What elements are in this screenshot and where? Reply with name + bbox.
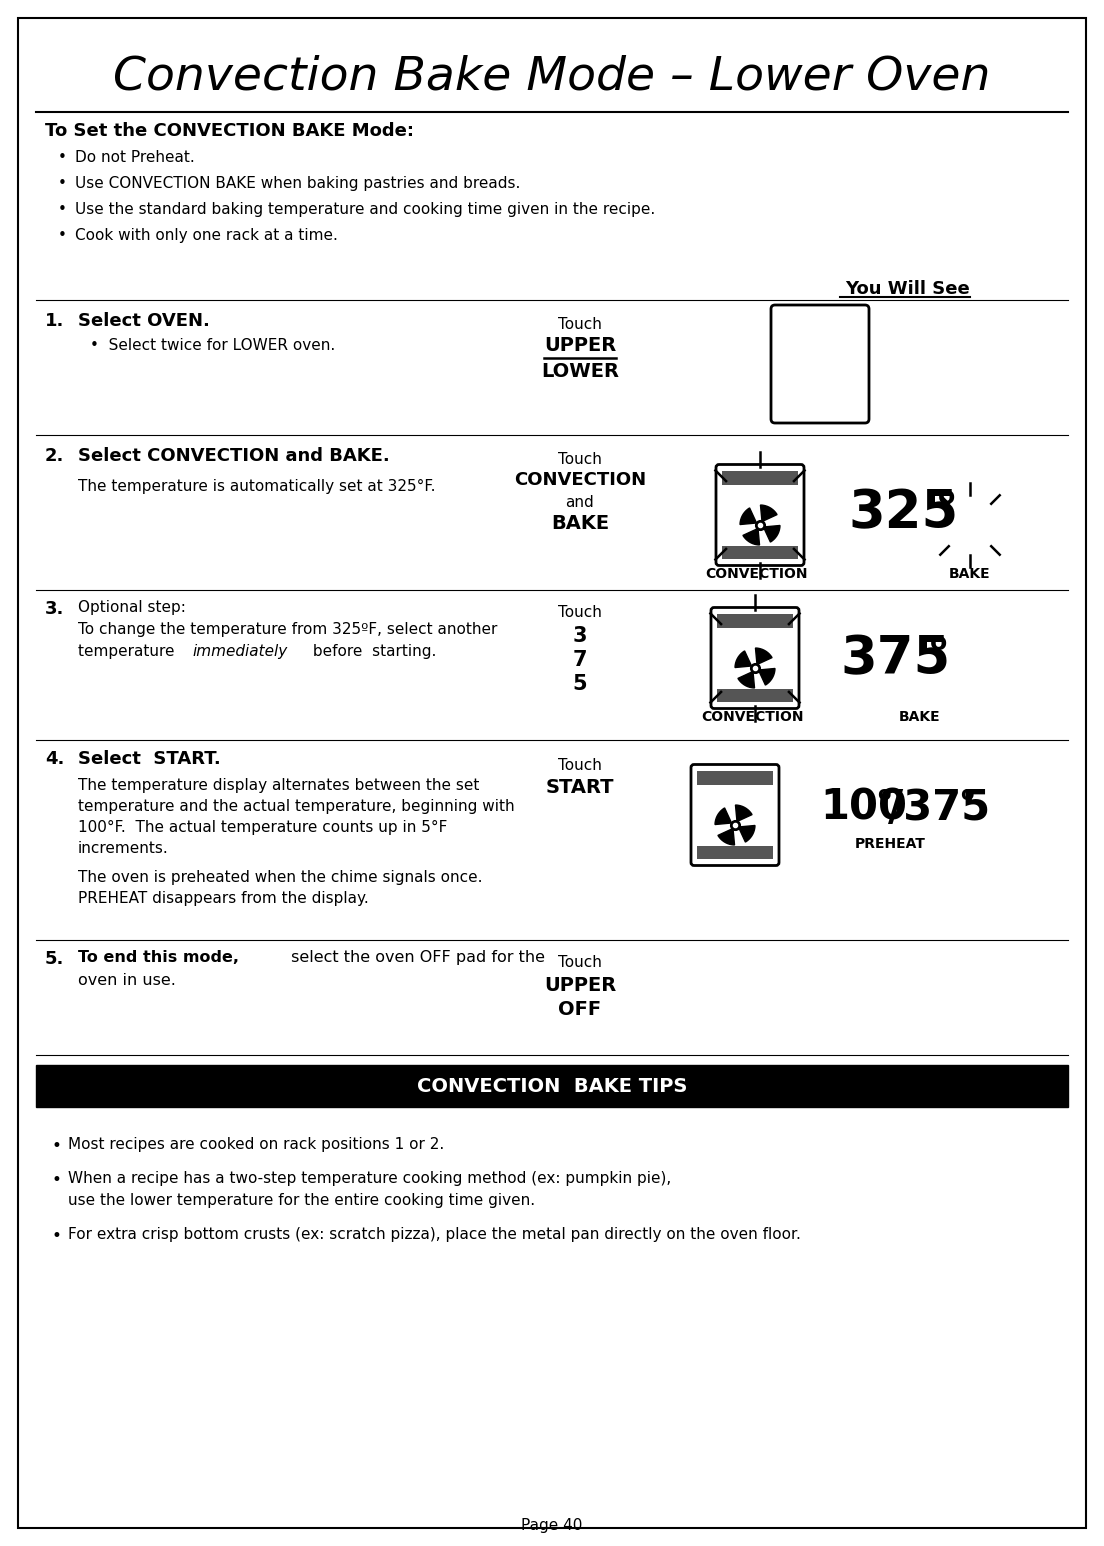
- FancyBboxPatch shape: [691, 765, 779, 866]
- Text: 3.: 3.: [45, 600, 64, 618]
- Text: •: •: [59, 150, 67, 165]
- Text: To change the temperature from 325ºF, select another: To change the temperature from 325ºF, se…: [78, 621, 498, 637]
- Text: 5.: 5.: [45, 949, 64, 968]
- Text: •: •: [52, 1228, 62, 1245]
- Bar: [716, 614, 793, 628]
- Text: CONVECTION: CONVECTION: [701, 710, 804, 724]
- Text: CONVECTION: CONVECTION: [705, 567, 808, 581]
- Bar: [697, 846, 773, 858]
- Text: To Set the CONVECTION BAKE Mode:: To Set the CONVECTION BAKE Mode:: [45, 122, 414, 141]
- Text: To end this mode,: To end this mode,: [78, 949, 238, 965]
- Text: Touch: Touch: [558, 317, 602, 332]
- Bar: [722, 546, 798, 558]
- Text: 2.: 2.: [45, 447, 64, 465]
- Text: CONVECTION: CONVECTION: [514, 472, 646, 489]
- Polygon shape: [758, 668, 775, 685]
- Text: Optional step:: Optional step:: [78, 600, 185, 615]
- Text: BAKE: BAKE: [899, 710, 941, 724]
- Text: PREHEAT: PREHEAT: [854, 836, 925, 850]
- Polygon shape: [735, 805, 752, 821]
- Text: PREHEAT disappears from the display.: PREHEAT disappears from the display.: [78, 890, 369, 906]
- Text: Convection Bake Mode – Lower Oven: Convection Bake Mode – Lower Oven: [114, 56, 990, 100]
- Bar: [716, 688, 793, 702]
- Text: use the lower temperature for the entire cooking time given.: use the lower temperature for the entire…: [68, 1194, 535, 1207]
- Text: Use the standard baking temperature and cooking time given in the recipe.: Use the standard baking temperature and …: [75, 203, 656, 216]
- Text: UPPER: UPPER: [544, 976, 616, 996]
- Text: 4.: 4.: [45, 750, 64, 768]
- Text: temperature: temperature: [78, 645, 179, 659]
- Text: LOWER: LOWER: [541, 362, 619, 380]
- Text: 7: 7: [573, 649, 587, 669]
- Text: o: o: [960, 785, 974, 804]
- Polygon shape: [740, 509, 756, 524]
- Bar: [36, 1065, 1068, 1107]
- Bar: [722, 470, 798, 484]
- Polygon shape: [737, 671, 754, 688]
- Text: START: START: [545, 778, 614, 798]
- Text: You Will See: You Will See: [846, 280, 970, 298]
- Text: 325: 325: [848, 487, 958, 540]
- Polygon shape: [755, 648, 772, 665]
- FancyBboxPatch shape: [771, 305, 869, 424]
- Text: Most recipes are cooked on rack positions 1 or 2.: Most recipes are cooked on rack position…: [68, 1136, 444, 1152]
- Text: BAKE: BAKE: [949, 567, 990, 581]
- Bar: [697, 770, 773, 784]
- Text: 5: 5: [573, 674, 587, 694]
- Polygon shape: [739, 826, 755, 843]
- Text: Do not Preheat.: Do not Preheat.: [75, 150, 194, 165]
- Text: The temperature is automatically set at 325°F.: The temperature is automatically set at …: [78, 479, 435, 495]
- Text: 3: 3: [573, 626, 587, 646]
- Text: Touch: Touch: [558, 604, 602, 620]
- Text: o: o: [930, 631, 947, 656]
- Text: •  Select twice for LOWER oven.: • Select twice for LOWER oven.: [91, 339, 336, 352]
- Text: •: •: [59, 203, 67, 216]
- Text: Select  START.: Select START.: [78, 750, 221, 768]
- Text: Cook with only one rack at a time.: Cook with only one rack at a time.: [75, 227, 338, 243]
- Polygon shape: [715, 809, 732, 824]
- Text: Touch: Touch: [558, 955, 602, 969]
- Text: •: •: [52, 1136, 62, 1155]
- Text: Select CONVECTION and BAKE.: Select CONVECTION and BAKE.: [78, 447, 390, 465]
- Polygon shape: [743, 529, 760, 546]
- Text: •: •: [59, 227, 67, 243]
- FancyBboxPatch shape: [711, 608, 799, 708]
- Text: oven in use.: oven in use.: [78, 972, 176, 988]
- Text: Page 40: Page 40: [521, 1518, 583, 1534]
- Text: 1.: 1.: [45, 312, 64, 329]
- Text: BAKE: BAKE: [551, 513, 609, 533]
- Text: The temperature display alternates between the set: The temperature display alternates betwe…: [78, 778, 479, 793]
- Text: •: •: [59, 176, 67, 192]
- Text: o: o: [938, 485, 955, 509]
- Text: temperature and the actual temperature, beginning with: temperature and the actual temperature, …: [78, 799, 514, 815]
- Text: For extra crisp bottom crusts (ex: scratch pizza), place the metal pan directly : For extra crisp bottom crusts (ex: scrat…: [68, 1228, 800, 1241]
- Text: 100°F.  The actual temperature counts up in 5°F: 100°F. The actual temperature counts up …: [78, 819, 447, 835]
- Text: /375: /375: [888, 787, 990, 829]
- Text: before  starting.: before starting.: [308, 645, 436, 659]
- Text: o: o: [877, 785, 891, 804]
- FancyBboxPatch shape: [716, 464, 804, 566]
- Text: Touch: Touch: [558, 758, 602, 773]
- Text: CONVECTION  BAKE TIPS: CONVECTION BAKE TIPS: [417, 1076, 687, 1096]
- Text: Touch: Touch: [558, 451, 602, 467]
- Text: OFF: OFF: [559, 1000, 602, 1019]
- Text: Use CONVECTION BAKE when baking pastries and breads.: Use CONVECTION BAKE when baking pastries…: [75, 176, 520, 192]
- Polygon shape: [764, 526, 781, 543]
- Polygon shape: [718, 829, 734, 846]
- Text: increments.: increments.: [78, 841, 169, 856]
- Text: When a recipe has a two-step temperature cooking method (ex: pumpkin pie),: When a recipe has a two-step temperature…: [68, 1170, 671, 1186]
- Text: The oven is preheated when the chime signals once.: The oven is preheated when the chime sig…: [78, 870, 482, 884]
- Text: UPPER: UPPER: [544, 335, 616, 356]
- Text: select the oven OFF pad for the: select the oven OFF pad for the: [286, 949, 545, 965]
- Polygon shape: [735, 651, 752, 668]
- Text: and: and: [565, 495, 594, 510]
- Text: immediately: immediately: [192, 645, 287, 659]
- Polygon shape: [761, 506, 777, 521]
- Text: 375: 375: [840, 632, 951, 685]
- Text: Select OVEN.: Select OVEN.: [78, 312, 210, 329]
- Text: 100: 100: [820, 787, 907, 829]
- Text: •: •: [52, 1170, 62, 1189]
